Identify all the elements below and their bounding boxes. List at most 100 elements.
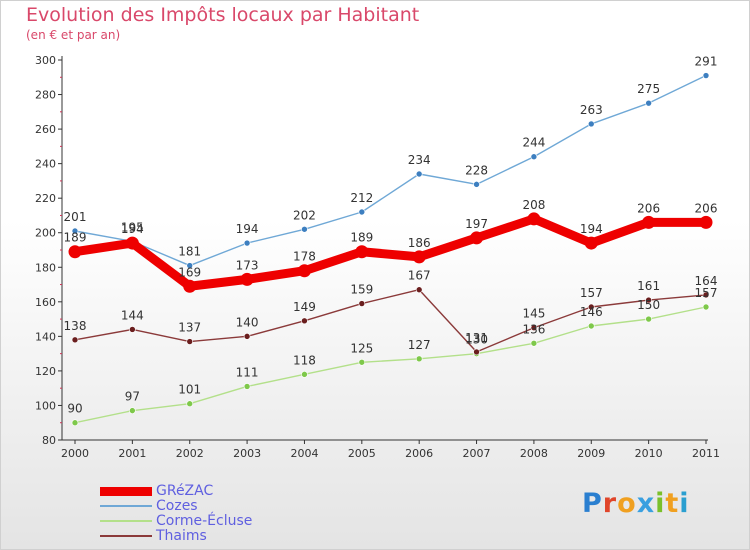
legend-label: Cozes [156,498,198,514]
data-point-cozes [358,208,366,216]
data-point-corme-cluse [243,383,251,390]
data-point-gr-zac [125,236,139,250]
series-line-thaims [74,289,707,353]
y-tick-label: 280 [35,89,56,102]
data-point-corme-cluse [415,355,423,363]
data-point-cozes [71,227,79,235]
data-point-thaims [587,303,595,311]
data-label-cozes: 195 [121,220,144,234]
data-point-corme-cluse [301,371,308,378]
data-label-corme-cluse: 150 [637,298,660,312]
y-tick-label: 100 [35,399,56,412]
data-label-corme-cluse: 125 [350,341,373,355]
data-point-cozes [473,181,480,188]
data-point-corme-cluse [186,400,194,408]
logo-letter: o [617,488,637,519]
data-label-thaims: 138 [64,319,87,333]
data-label-gr-zac: 197 [465,217,488,231]
data-label-gr-zac: 169 [178,265,201,279]
legend-item-cozes: Cozes [100,499,320,514]
legend-label: Corme-Écluse [156,513,253,529]
data-label-cozes: 275 [637,82,660,96]
data-point-cozes [186,262,194,269]
series-line-gr-zac [74,214,706,291]
data-point-thaims [243,333,251,340]
data-label-thaims: 137 [178,321,201,335]
data-label-gr-zac: 208 [522,198,545,212]
chart-title: Evolution des Impôts locaux par Habitant [26,4,420,26]
data-label-corme-cluse: 97 [125,390,140,404]
data-label-cozes: 228 [465,163,488,177]
legend-item-corme-cluse: Corme-Écluse [100,514,320,529]
data-label-cozes: 234 [408,153,431,167]
data-label-cozes: 201 [64,210,87,224]
data-point-corme-cluse [702,303,710,311]
data-point-thaims [473,348,480,356]
data-point-corme-cluse [129,407,136,414]
series-line-cozes [74,74,707,267]
y-tick-label: 300 [35,54,56,67]
data-point-thaims [530,324,538,332]
legend-item-thaims: Thaims [100,529,320,544]
data-label-thaims: 164 [695,274,718,288]
data-point-gr-zac [68,245,82,259]
data-label-corme-cluse: 90 [67,402,82,416]
data-point-gr-zac [470,231,484,245]
data-label-corme-cluse: 136 [522,322,545,336]
data-label-gr-zac: 173 [236,258,259,272]
x-tick-label: 2007 [463,447,491,460]
data-label-thaims: 157 [580,286,603,300]
y-tick-label: 160 [35,296,56,309]
data-point-thaims [358,300,366,307]
data-label-cozes: 194 [236,222,259,236]
data-label-gr-zac: 178 [293,250,316,264]
legend-label: Thaims [156,528,207,544]
y-tick-label: 220 [35,192,56,205]
data-point-corme-cluse [71,419,79,427]
legend-swatch [100,520,152,522]
data-label-gr-zac: 206 [637,201,660,215]
x-tick-label: 2001 [118,447,146,460]
legend-label: GRéZAC [156,483,214,499]
data-point-gr-zac [699,215,713,229]
data-label-cozes: 202 [293,208,316,222]
data-label-corme-cluse: 101 [178,383,201,397]
legend-item-gr-zac: GRéZAC [100,484,320,499]
data-label-gr-zac: 189 [64,231,87,245]
data-label-corme-cluse: 111 [236,365,259,379]
data-label-corme-cluse: 157 [695,286,718,300]
data-label-thaims: 159 [350,283,373,297]
data-label-thaims: 145 [522,307,545,321]
data-label-gr-zac: 194 [121,222,144,236]
x-tick-label: 2003 [233,447,261,460]
chart-subtitle: (en € et par an) [26,28,121,42]
data-point-thaims [186,338,194,345]
y-tick-label: 140 [35,330,56,343]
data-point-corme-cluse [358,358,366,366]
data-label-thaims: 161 [637,279,660,293]
data-point-cozes [645,99,652,107]
data-label-corme-cluse: 130 [465,333,488,347]
x-tick-label: 2008 [520,447,548,460]
chart-legend: GRéZAC Cozes Corme-Écluse Thaims [100,484,320,544]
data-point-cozes [243,239,251,247]
proxiti-logo: Proxiti [582,488,690,519]
data-label-thaims: 131 [465,331,488,345]
data-point-gr-zac [183,279,197,293]
data-point-gr-zac [240,272,254,286]
y-tick-label: 80 [42,434,56,447]
data-label-corme-cluse: 146 [580,305,603,319]
data-point-thaims [129,326,136,333]
data-label-cozes: 181 [178,245,201,259]
x-tick-label: 2002 [176,447,204,460]
y-tick-label: 200 [35,227,56,240]
data-label-corme-cluse: 118 [293,353,316,367]
data-label-gr-zac: 189 [350,231,373,245]
data-point-thaims [702,291,710,299]
legend-swatch [100,535,152,537]
data-label-cozes: 263 [580,103,603,117]
x-tick-label: 2011 [692,447,720,460]
data-label-cozes: 291 [695,55,718,69]
